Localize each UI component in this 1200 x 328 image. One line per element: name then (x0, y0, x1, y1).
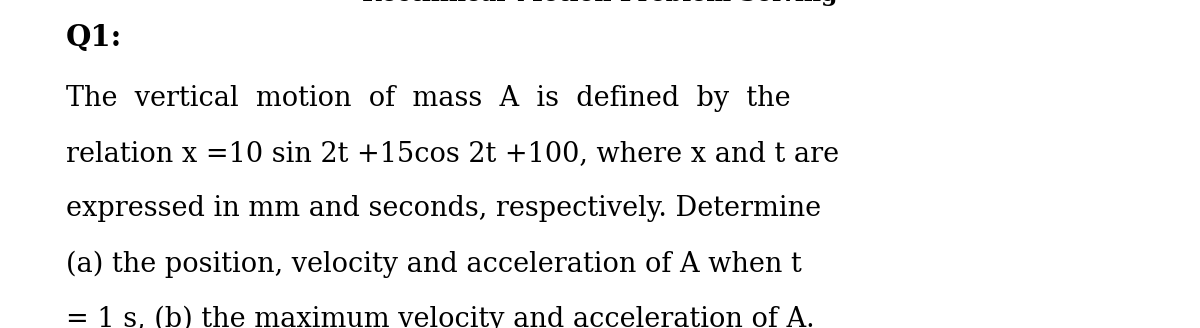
Text: = 1 s, (b) the maximum velocity and acceleration of A.: = 1 s, (b) the maximum velocity and acce… (66, 306, 815, 328)
Text: Q1:: Q1: (66, 23, 122, 52)
Text: relation x =10 sin 2t +15cos 2t +100, where x and t are: relation x =10 sin 2t +15cos 2t +100, wh… (66, 140, 839, 167)
Text: (a) the position, velocity and acceleration of A when t: (a) the position, velocity and accelerat… (66, 251, 802, 278)
Text: expressed in mm and seconds, respectively. Determine: expressed in mm and seconds, respectivel… (66, 195, 821, 222)
Text: The  vertical  motion  of  mass  A  is  defined  by  the: The vertical motion of mass A is defined… (66, 85, 791, 112)
Text: Rectilinear Motion Problem Solving: Rectilinear Motion Problem Solving (362, 0, 838, 6)
